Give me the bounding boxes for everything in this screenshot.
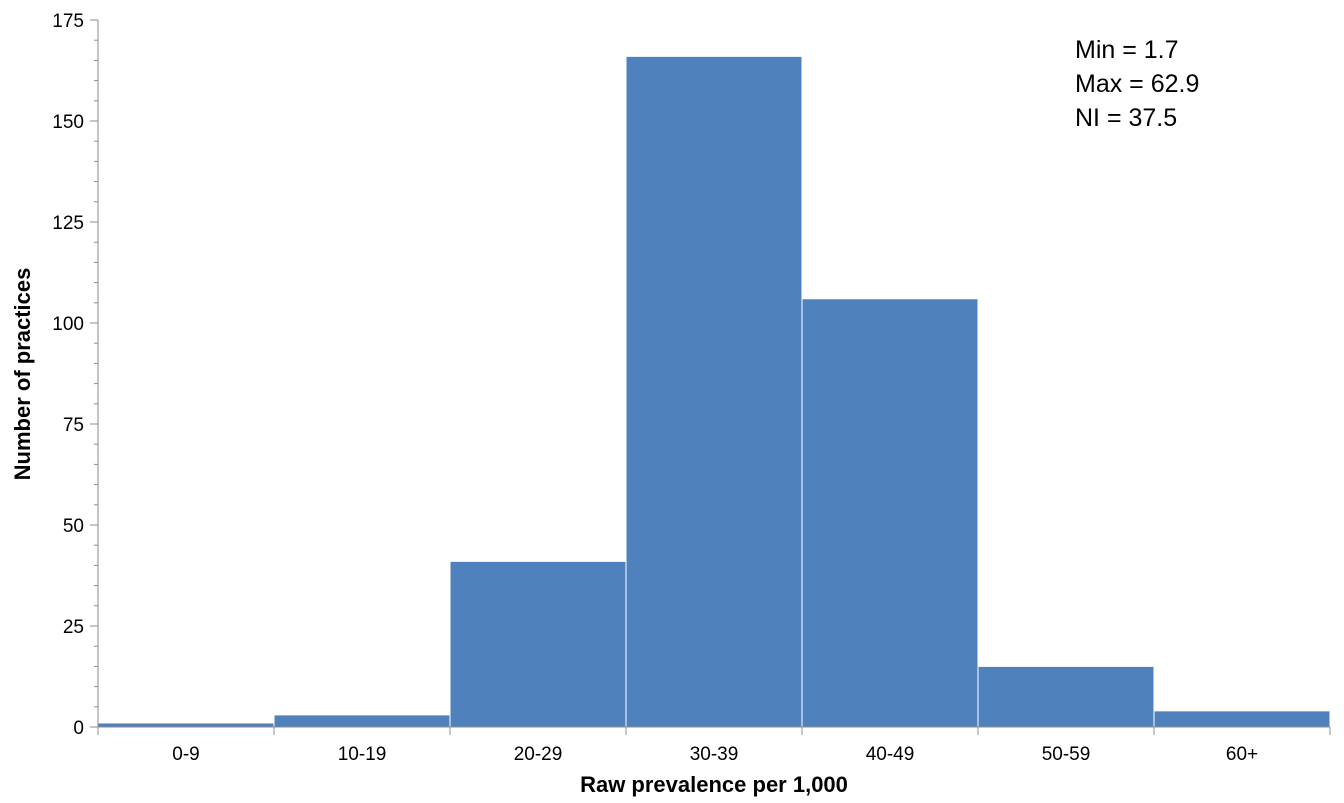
annotation-min: Min = 1.7 xyxy=(1075,36,1179,64)
x-tick-label-10-19: 10-19 xyxy=(338,744,387,765)
labels-layer: 0 25 50 75 100 125 150 175 0-9 10-19 20-29 30-39 40-… xyxy=(52,11,1258,765)
y-tick-label-75: 75 xyxy=(63,415,84,436)
bar-50-59 xyxy=(977,665,1155,728)
x-tick-label-20-29: 20-29 xyxy=(514,744,563,765)
y-tick-label-150: 150 xyxy=(52,112,84,133)
bar-20-29 xyxy=(449,560,627,728)
x-tick-label-50-59: 50-59 xyxy=(1042,744,1091,765)
x-tick-label-60+: 60+ xyxy=(1226,744,1258,765)
bar-40-49 xyxy=(801,298,979,728)
y-tick-label-175: 175 xyxy=(52,11,84,32)
ticks-layer xyxy=(90,19,1331,735)
bar-0-9 xyxy=(97,722,275,728)
axes-layer xyxy=(97,20,1330,728)
bars-layer xyxy=(97,55,1331,728)
y-tick-label-125: 125 xyxy=(52,213,84,234)
bar-60+ xyxy=(1153,710,1331,728)
x-tick-label-30-39: 30-39 xyxy=(690,744,739,765)
y-axis-title: Number of practices xyxy=(10,268,35,481)
y-tick-label-0: 0 xyxy=(73,718,84,739)
annotation-max: Max = 62.9 xyxy=(1075,70,1199,98)
x-tick-label-0-9: 0-9 xyxy=(172,744,199,765)
y-tick-label-25: 25 xyxy=(63,617,84,638)
y-tick-label-50: 50 xyxy=(63,516,84,537)
annotation-ni: NI = 37.5 xyxy=(1075,104,1177,132)
stats-annotation: Min = 1.7 Max = 62.9 NI = 37.5 xyxy=(1075,36,1199,132)
bar-30-39 xyxy=(625,55,803,728)
x-axis-title: Raw prevalence per 1,000 xyxy=(580,772,848,797)
bar-10-19 xyxy=(273,714,451,728)
x-tick-label-40-49: 40-49 xyxy=(866,744,915,765)
y-tick-label-100: 100 xyxy=(52,314,84,335)
